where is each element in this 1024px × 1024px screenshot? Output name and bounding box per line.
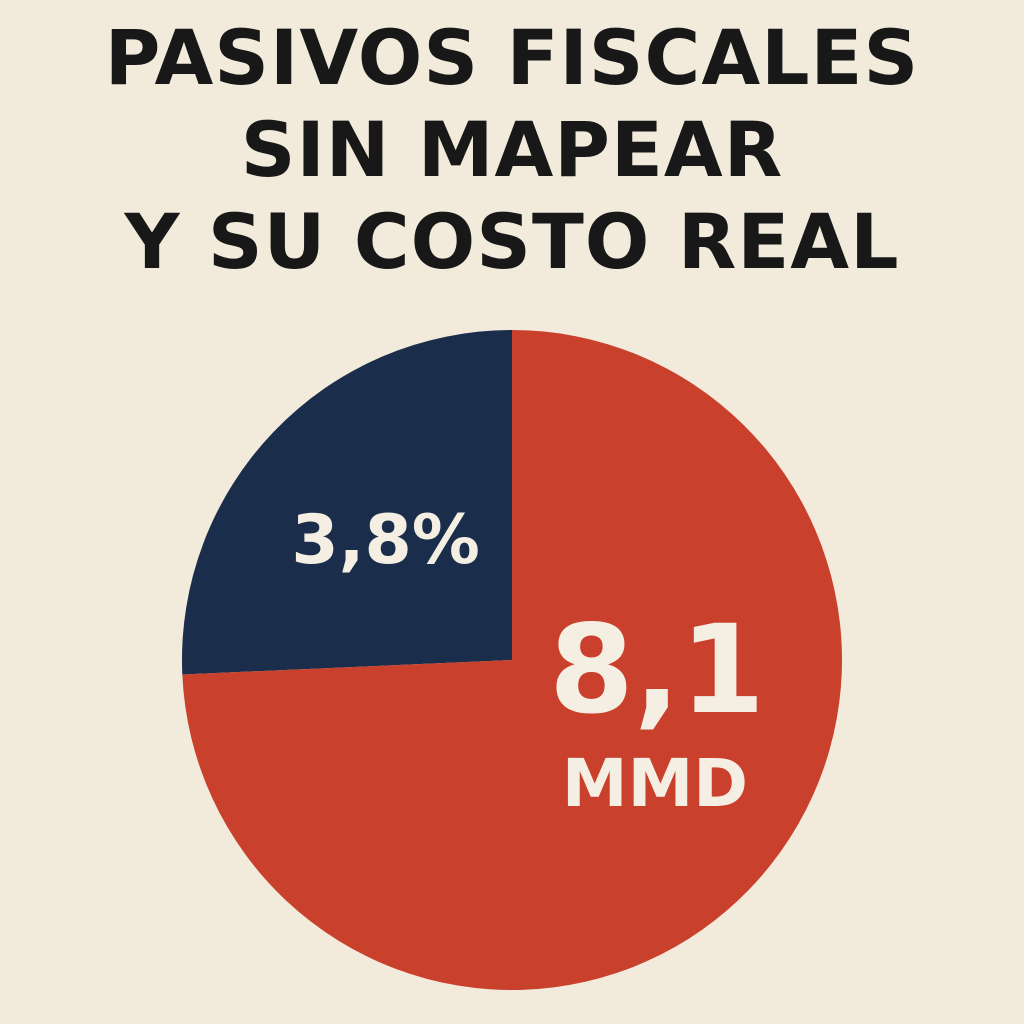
- pie-label-percent: 3,8%: [291, 501, 480, 580]
- title-line-3: Y SU COSTO REAL: [124, 197, 900, 286]
- pie-slice-small: [182, 330, 512, 675]
- pie-label-value: 8,1: [549, 599, 765, 741]
- pie-slice-large: [182, 330, 842, 990]
- chart-title: PASIVOS FISCALES SIN MAPEAR Y SU COSTO R…: [0, 12, 1024, 288]
- title-line-2: SIN MAPEAR: [240, 105, 784, 194]
- pie-label-unit: MMD: [562, 745, 748, 822]
- title-line-1: PASIVOS FISCALES: [104, 13, 920, 102]
